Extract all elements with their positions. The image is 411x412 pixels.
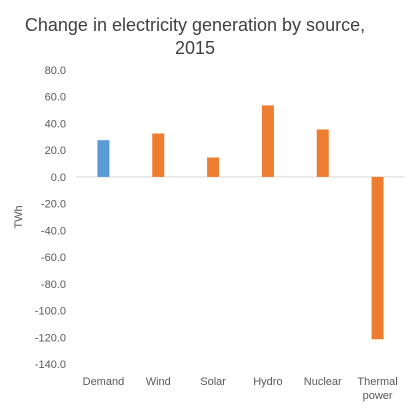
x-category-label-line: Demand — [83, 376, 125, 388]
y-axis-tick-labels: 80.0 60.0 40.0 20.0 0.0 -20.0 -40.0 -60.0 -80.0 -… — [35, 65, 66, 371]
y-tick-label: -20.0 — [41, 199, 66, 211]
bars — [97, 105, 384, 340]
x-category-label-line: Thermal — [357, 376, 397, 388]
x-category-label: Wind — [146, 376, 171, 388]
y-tick-label: 60.0 — [45, 92, 66, 104]
bar-hydro — [261, 105, 274, 177]
bar-demand — [97, 140, 110, 177]
chart-title-line: 2015 — [175, 38, 215, 58]
x-category-label: Thermal power — [357, 376, 397, 402]
x-category-label-line: power — [363, 390, 393, 402]
bar-nuclear — [316, 129, 329, 177]
y-tick-label: 80.0 — [45, 65, 66, 77]
chart-title-text: Change in electricity generation by sour… — [25, 15, 365, 58]
y-tick-label: 20.0 — [45, 145, 66, 157]
x-category-label: Demand — [83, 376, 125, 388]
x-category-label-line: Hydro — [253, 376, 282, 388]
y-axis-title: TWh — [13, 205, 25, 228]
x-category-label: Hydro — [253, 376, 282, 388]
chart-title-line: Change in electricity generation by sour… — [25, 15, 365, 35]
bar-thermal-power — [371, 176, 384, 340]
bar-wind — [152, 133, 165, 177]
x-category-label: Nuclear — [304, 376, 342, 388]
y-tick-label: -60.0 — [41, 252, 66, 264]
y-tick-label: -140.0 — [35, 359, 66, 371]
x-category-label: Solar — [200, 376, 226, 388]
y-tick-label: 40.0 — [45, 118, 66, 130]
x-axis-category-labels: Demand Wind Solar Hydro Nuclear Thermal power — [83, 376, 398, 402]
y-tick-label: -100.0 — [35, 306, 66, 318]
y-tick-label: -80.0 — [41, 279, 66, 291]
x-category-label-line: Nuclear — [304, 376, 342, 388]
chart-title: Change in electricity generation by sour… — [25, 15, 365, 58]
y-tick-label: -120.0 — [35, 332, 66, 344]
bar-solar — [207, 157, 220, 177]
x-category-label-line: Solar — [200, 376, 226, 388]
x-category-label-line: Wind — [146, 376, 171, 388]
y-tick-label: 0.0 — [51, 172, 66, 184]
y-axis-title-text: TWh — [13, 205, 25, 228]
y-tick-label: -40.0 — [41, 225, 66, 237]
